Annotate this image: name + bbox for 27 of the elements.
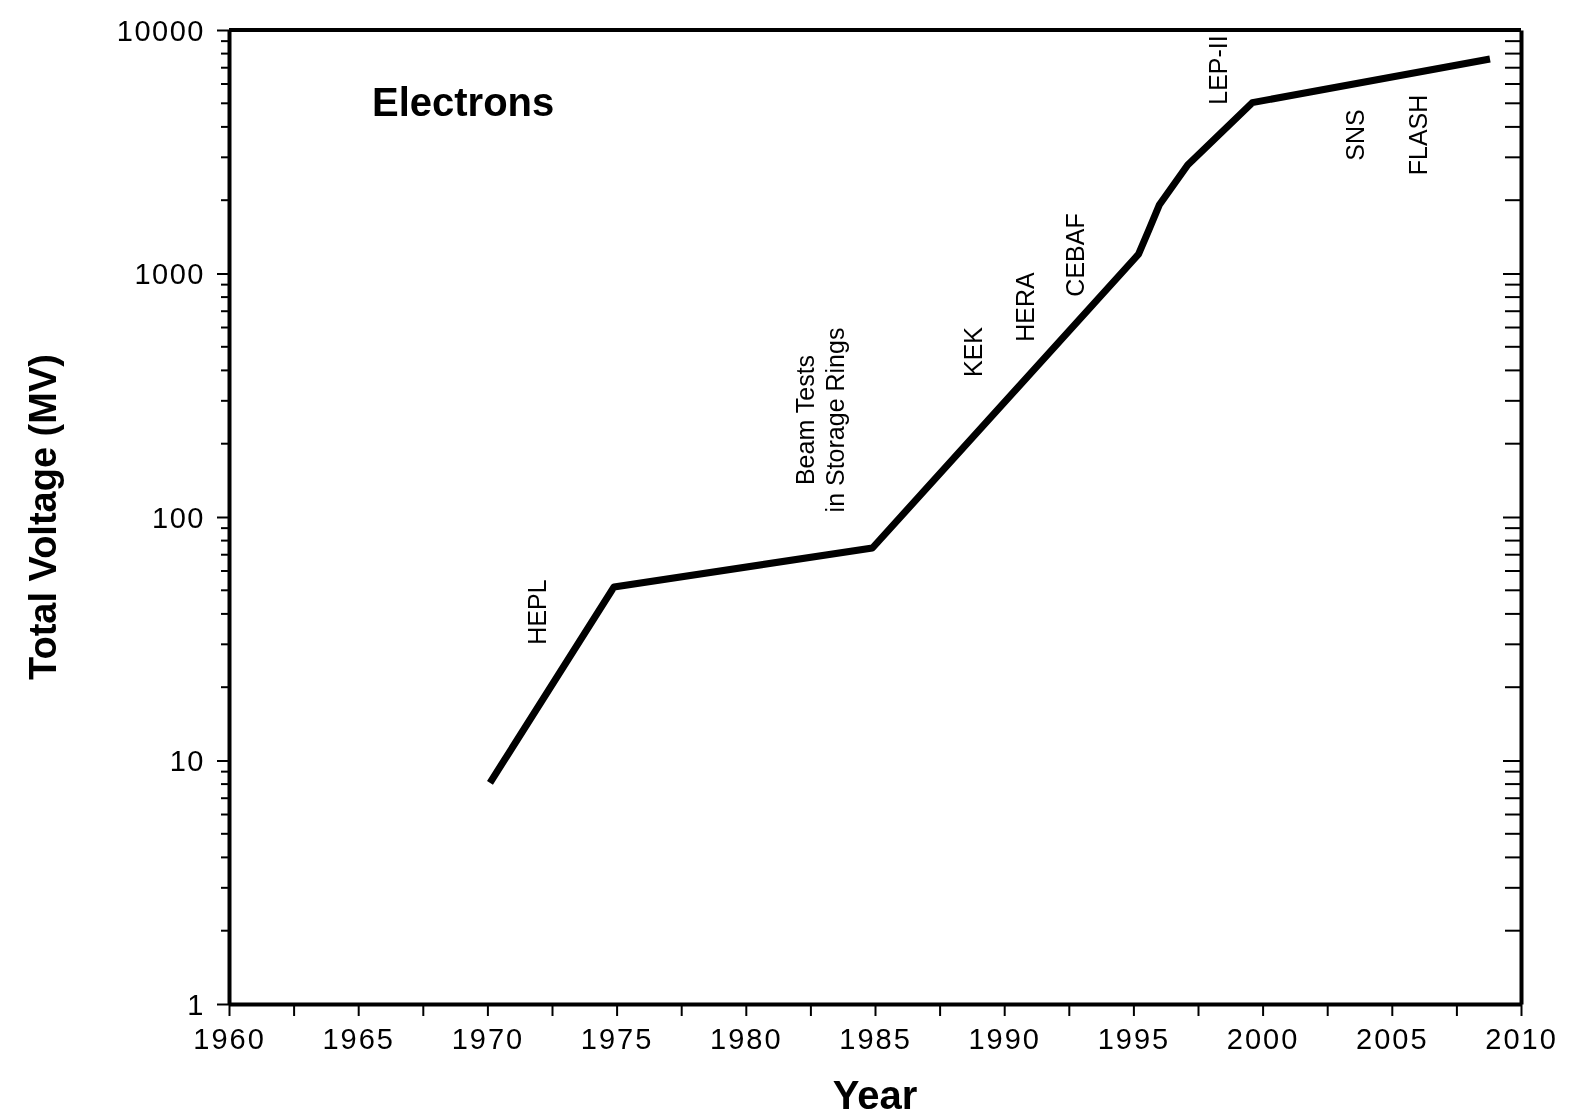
annotation: CEBAF bbox=[1061, 213, 1089, 297]
y-axis-title: Total Voltage (MV) bbox=[22, 354, 64, 680]
text: Electrons bbox=[372, 80, 555, 124]
x-tick-label: 1985 bbox=[839, 1022, 912, 1055]
y-tick-label: 1 bbox=[187, 988, 205, 1021]
y-tick-label: 100 bbox=[152, 501, 205, 534]
annotation: KEK bbox=[959, 326, 987, 378]
x-tick-label: 1990 bbox=[968, 1022, 1041, 1055]
x-tick-label: 1975 bbox=[580, 1022, 654, 1055]
x-axis-title: Year bbox=[832, 1073, 918, 1117]
annotation: HEPL bbox=[523, 579, 551, 645]
annotation: FLASH bbox=[1404, 94, 1432, 176]
y-tick-label: 10 bbox=[169, 745, 205, 777]
annotation: HERA bbox=[1011, 271, 1039, 342]
annotation: SNS bbox=[1341, 109, 1369, 161]
x-tick-label: 1970 bbox=[451, 1022, 525, 1055]
x-tick-label: 2010 bbox=[1485, 1022, 1558, 1055]
y-tick-label: 1000 bbox=[134, 258, 205, 290]
x-tick-label: 2005 bbox=[1356, 1022, 1429, 1055]
annotation: LEP-II bbox=[1204, 35, 1232, 105]
x-tick-label: 2000 bbox=[1226, 1022, 1300, 1055]
x-tick-label: 1995 bbox=[1097, 1022, 1171, 1055]
x-tick-label: 1965 bbox=[322, 1022, 395, 1055]
x-tick-label: 1980 bbox=[710, 1022, 783, 1055]
y-tick-label: 10000 bbox=[116, 14, 205, 47]
x-tick-label: 1960 bbox=[193, 1022, 266, 1055]
annotation: Beam Tests in Storage Rings bbox=[791, 327, 849, 513]
